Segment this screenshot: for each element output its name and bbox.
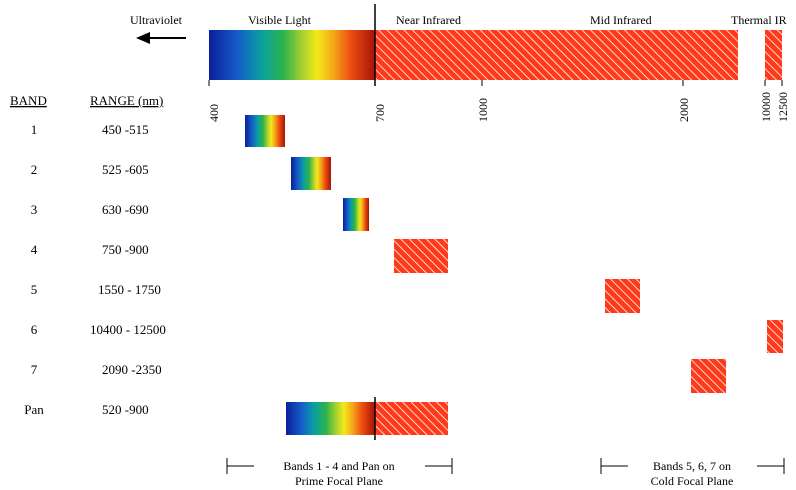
band-range: 10400 - 12500: [90, 322, 166, 337]
band-column-header: BAND: [10, 93, 47, 108]
band-bar: [605, 279, 640, 313]
tick-400: 400: [207, 104, 221, 122]
tick-12500: 12500: [776, 92, 790, 122]
axis: 400 700 1000 2000 10000 12500: [207, 80, 790, 122]
band-bar: [691, 359, 726, 393]
tick-10000: 10000: [759, 92, 773, 122]
band-range: 630 -690: [102, 202, 149, 217]
band-bar: [245, 115, 285, 147]
visible-spectrum-bar: [209, 30, 375, 80]
near-infrared-label: Near Infrared: [396, 13, 461, 27]
band-range: 750 -900: [102, 242, 149, 257]
table-row: 1 450 -515: [31, 115, 285, 147]
band-label: 7: [31, 362, 38, 377]
band-range: 450 -515: [102, 122, 149, 137]
ultraviolet-label: Ultraviolet: [130, 13, 183, 27]
table-row: Pan 520 -900: [24, 397, 448, 440]
band-label: 3: [31, 202, 38, 217]
table-row: 4 750 -900: [31, 239, 448, 273]
mid-infrared-label: Mid Infrared: [590, 13, 652, 27]
band-range: 525 -605: [102, 162, 149, 177]
group-label-line2: Prime Focal Plane: [295, 474, 383, 488]
band-bar: [394, 239, 448, 273]
band-range: 1550 - 1750: [98, 282, 161, 297]
band-label: 5: [31, 282, 38, 297]
band-bar: [291, 157, 331, 190]
band-label: 2: [31, 162, 38, 177]
group-label-line1: Bands 1 - 4 and Pan on: [283, 459, 394, 473]
group-label-line2: Cold Focal Plane: [651, 474, 734, 488]
prime-focal-plane-bracket: Bands 1 - 4 and Pan on Prime Focal Plane: [226, 458, 453, 488]
band-bar: [286, 397, 448, 440]
band-range: 520 -900: [102, 402, 149, 417]
band-label: 4: [31, 242, 38, 257]
band-range: 2090 -2350: [102, 362, 162, 377]
infrared-spectrum-bar: [375, 30, 738, 80]
cold-focal-plane-bracket: Bands 5, 6, 7 on Cold Focal Plane: [600, 458, 785, 488]
tick-1000: 1000: [476, 98, 490, 122]
band-bar: [767, 320, 783, 353]
thermal-ir-label: Thermal IR: [731, 13, 787, 27]
group-label-line1: Bands 5, 6, 7 on: [653, 459, 731, 473]
range-column-header: RANGE (nm): [90, 93, 163, 108]
table-row: 2 525 -605: [31, 157, 331, 190]
visible-light-label: Visible Light: [248, 13, 312, 27]
band-label: 6: [31, 322, 38, 337]
table-row: 7 2090 -2350: [31, 359, 726, 393]
table-row: 3 630 -690: [31, 198, 369, 231]
tick-700: 700: [373, 104, 387, 122]
band-bar: [343, 198, 369, 231]
table-row: 6 10400 - 12500: [31, 320, 783, 353]
table-row: 5 1550 - 1750: [31, 279, 640, 313]
thermal-spectrum-bar: [765, 30, 782, 80]
band-label: 1: [31, 122, 38, 137]
tick-2000: 2000: [677, 98, 691, 122]
band-label: Pan: [24, 402, 44, 417]
left-arrow-icon: [136, 32, 186, 44]
